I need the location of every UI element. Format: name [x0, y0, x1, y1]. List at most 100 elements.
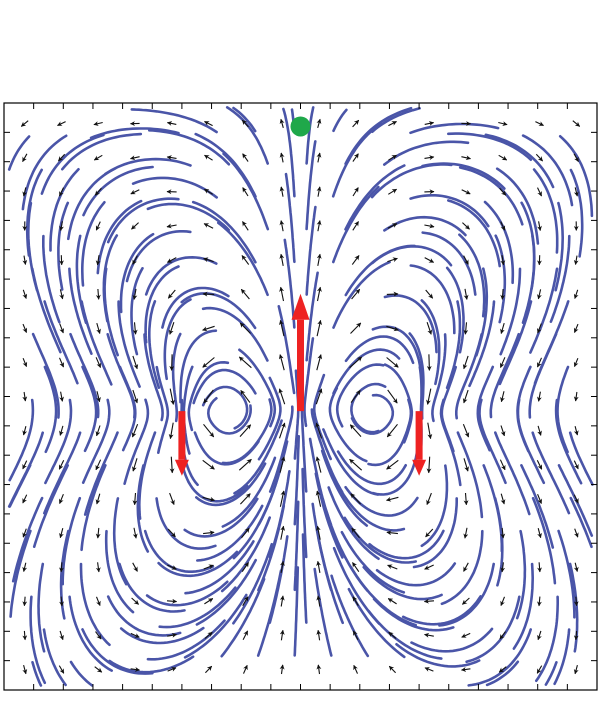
- streamline-85: [220, 577, 266, 658]
- vector-arrow: [316, 118, 322, 129]
- green-dot-marker: [290, 116, 311, 137]
- streamline-48: [81, 201, 106, 287]
- streamline-51: [146, 619, 226, 661]
- streamline-31: [57, 201, 70, 291]
- vector-arrow: [95, 459, 102, 471]
- streamline-17: [69, 660, 94, 687]
- streamline-213: [476, 365, 495, 452]
- streamline-93: [206, 396, 253, 435]
- vector-arrow: [498, 666, 507, 673]
- streamline-41: [83, 431, 119, 516]
- streamline-2: [29, 595, 47, 685]
- vector-arrow: [239, 322, 251, 334]
- streamline-202: [458, 166, 524, 226]
- vector-arrow: [463, 527, 469, 539]
- vector-arrow: [425, 289, 434, 299]
- streamline-84: [89, 127, 180, 140]
- vector-arrow: [462, 423, 470, 438]
- streamline-71: [196, 504, 264, 562]
- vector-arrow: [388, 154, 397, 161]
- vector-arrow: [130, 155, 140, 161]
- streamline-143: [335, 363, 385, 428]
- vector-arrow: [461, 189, 471, 195]
- streamline-65: [96, 199, 143, 275]
- vector-arrow: [573, 426, 579, 436]
- streamline-56: [155, 497, 217, 550]
- streamline-34: [108, 655, 195, 674]
- vector-arrow: [573, 255, 579, 265]
- streamline-122: [301, 467, 308, 559]
- streamline-150: [331, 122, 383, 198]
- streamline-191: [368, 529, 445, 560]
- vector-arrow: [463, 288, 469, 300]
- streamline-129: [283, 238, 296, 329]
- vector-arrow: [388, 188, 398, 195]
- vector-arrow: [573, 153, 579, 163]
- streamline-212: [478, 398, 507, 485]
- vector-arrow: [59, 323, 64, 334]
- vector-arrow: [352, 153, 359, 162]
- vector-arrow: [95, 288, 101, 300]
- streamline-126: [303, 337, 315, 428]
- vector-arrow: [500, 493, 506, 505]
- streamline-18: [81, 628, 154, 675]
- vector-arrow: [20, 120, 29, 127]
- vector-arrow: [461, 667, 471, 672]
- vector-arrow: [204, 631, 213, 639]
- vector-arrow: [316, 664, 322, 675]
- streamline-169: [370, 107, 421, 133]
- vector-arrow: [426, 388, 432, 405]
- streamline-111: [201, 306, 269, 362]
- vector-arrow: [536, 391, 542, 402]
- streamline-203: [446, 132, 533, 161]
- vector-arrow: [315, 525, 321, 540]
- vector-arrow: [573, 596, 579, 607]
- streamline-216: [475, 267, 489, 357]
- vector-arrow: [95, 221, 101, 231]
- streamline-204: [395, 642, 481, 668]
- vector-arrow: [203, 423, 215, 438]
- vector-arrow: [131, 222, 139, 230]
- vector-arrow: [239, 493, 251, 505]
- vector-arrow: [279, 560, 285, 573]
- vector-arrow: [386, 459, 399, 470]
- streamline-11: [43, 300, 79, 385]
- vector-arrow: [202, 325, 215, 332]
- streamline-16: [7, 135, 31, 171]
- vector-arrow: [278, 388, 286, 405]
- vector-arrow: [241, 119, 249, 128]
- streamline-52: [158, 586, 237, 629]
- vector-arrow: [59, 187, 64, 197]
- streamline-44: [106, 332, 136, 419]
- streamline-105: [268, 469, 291, 559]
- vector-arrow: [387, 598, 397, 605]
- vector-arrow: [239, 424, 252, 437]
- vector-arrow: [386, 325, 399, 332]
- vector-arrow: [203, 564, 214, 570]
- streamline-26: [81, 365, 98, 453]
- left-force-arrow: [174, 411, 189, 476]
- streamline-74: [181, 464, 249, 503]
- streamline-45: [117, 300, 141, 388]
- vector-arrow: [22, 528, 28, 538]
- vector-arrow: [536, 289, 542, 300]
- vector-arrow: [22, 153, 28, 163]
- vector-arrow: [59, 630, 64, 641]
- streamline-231: [489, 332, 521, 419]
- streamline-15: [25, 168, 44, 257]
- vector-arrow: [386, 291, 399, 297]
- vector-arrow: [573, 391, 579, 402]
- streamline-199: [445, 266, 465, 354]
- streamline-80: [144, 265, 180, 344]
- vector-arrow: [499, 631, 506, 640]
- streamline-215: [468, 300, 496, 388]
- vector-arrow: [350, 493, 362, 505]
- vector-arrow: [352, 630, 359, 641]
- streamline-36: [106, 595, 182, 637]
- vector-arrow: [166, 155, 177, 161]
- vector-arrow: [573, 528, 579, 538]
- plot-frame: [3, 102, 598, 691]
- vector-arrow: [95, 357, 102, 368]
- vector-arrow: [58, 493, 64, 504]
- streamline-240: [534, 595, 560, 683]
